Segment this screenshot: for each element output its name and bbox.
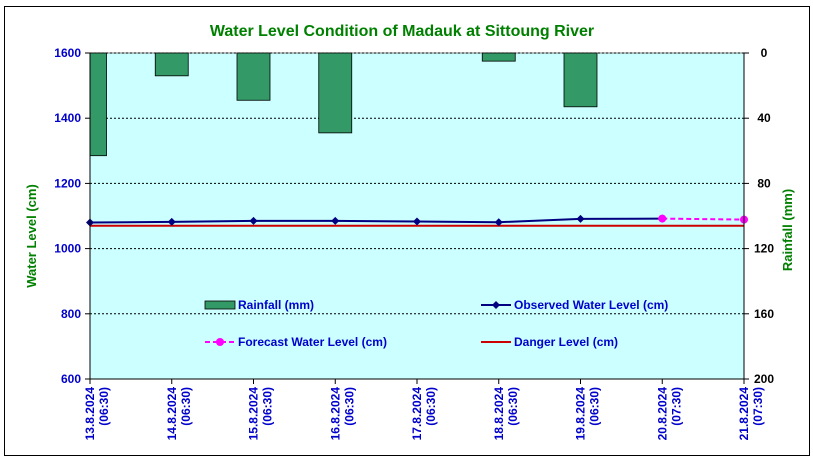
observed-point [413,217,421,226]
legend: Rainfall (mm) Observed Water Level (cm) Fo… [204,298,668,349]
x-tick-time: (06:30) [97,387,111,426]
x-tick-time: (06:30) [342,387,356,426]
observed-point [249,216,258,225]
x-tick-label: 13.8.2024(06:30) [83,387,111,441]
x-tick-time: (06:30) [179,387,193,426]
observed-line [89,217,663,224]
legend-forecast-label: Forecast Water Level (cm) [238,335,387,349]
y2-tick-label: 200 [754,372,774,386]
legend-observed-label: Observed Water Level (cm) [514,298,668,312]
x-tick-date: 17.8.2024 [410,387,424,441]
x-tick-time: (06:30) [588,387,602,426]
legend-rainfall-swatch [204,300,236,310]
y2-tick-label: 80 [757,176,771,190]
x-tick-label: 14.8.2024(06:30) [165,387,193,441]
forecast-line [662,217,745,221]
x-tick-date: 13.8.2024 [83,387,97,441]
x-tick-time: (06:30) [424,387,438,426]
observed-point [167,217,176,226]
legend-observed-marker [492,301,500,309]
rainfall-bar [89,52,107,157]
chart-title: Water Level Condition of Madauk at Sitto… [210,23,594,40]
x-tick-time: (07:30) [669,387,683,426]
x-tick-date: 21.8.2024 [737,387,751,441]
y-tick-label: 600 [61,372,81,386]
x-tick-date: 15.8.2024 [247,387,261,441]
x-tick-date: 18.8.2024 [492,387,506,441]
x-tick-date: 20.8.2024 [655,387,669,441]
y-tick-label: 1000 [54,242,81,256]
x-tick-time: (06:30) [506,387,520,426]
y-tick-label: 1200 [54,176,81,190]
x-tick-label: 15.8.2024(06:30) [247,387,275,441]
legend-rainfall-label: Rainfall (mm) [238,298,314,312]
x-tick-label: 20.8.2024(07:30) [655,387,683,441]
y2-tick-label: 40 [757,111,771,125]
y-tick-label: 1600 [54,46,81,60]
x-tick-date: 16.8.2024 [328,387,342,441]
x-tick-label: 16.8.2024(06:30) [328,387,356,441]
x-tick-label: 19.8.2024(06:30) [574,387,602,441]
forecast-point [658,214,667,223]
x-tick-label: 18.8.2024(06:30) [492,387,520,441]
rainfall-bar [563,52,598,108]
rainfall-bar [318,52,353,134]
axes: 600 800 1000 1200 1400 1600 0 40 80 120 160 200 13.8… [54,46,774,440]
plot-area [89,52,745,380]
legend-forecast-marker [216,338,224,346]
rainfall-bar [481,52,516,62]
observed-point [576,214,585,223]
rainfall-bar [236,52,271,101]
x-tick-date: 19.8.2024 [574,387,588,441]
rainfall-bar [154,52,189,77]
observed-point [331,216,340,225]
legend-danger-label: Danger Level (cm) [514,335,618,349]
x-tick-label: 17.8.2024(06:30) [410,387,438,441]
y2-tick-label: 120 [754,242,774,256]
y2-tick-label: 0 [761,46,768,60]
y-tick-label: 800 [61,307,81,321]
y-axis-title: Water Level (cm) [24,184,39,288]
forecast-series [658,214,748,224]
y2-axis-title: Rainfall (mm) [780,189,795,271]
x-tick-time: (07:30) [751,387,765,426]
y-tick-label: 1400 [54,111,81,125]
observed-point [494,218,503,227]
y2-tick-label: 160 [754,307,774,321]
x-tick-label: 21.8.2024(07:30) [737,387,765,441]
x-tick-date: 14.8.2024 [165,387,179,441]
rainfall-bars [89,52,598,157]
x-tick-time: (06:30) [261,387,275,426]
gridlines [90,52,744,315]
